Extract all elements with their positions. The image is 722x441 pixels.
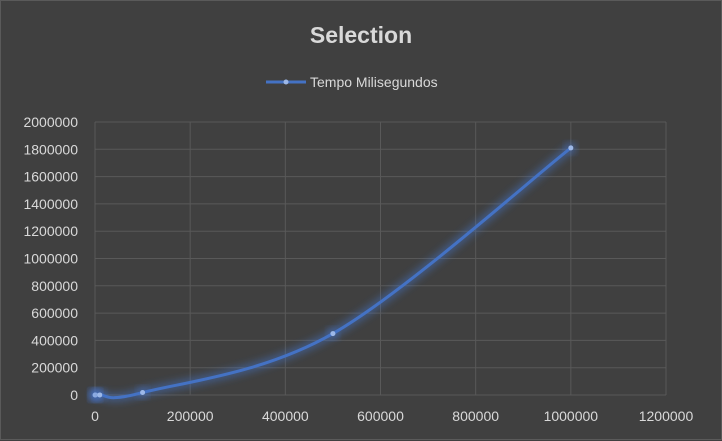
- x-tick-label: 600000: [357, 408, 404, 424]
- y-tick-label: 400000: [31, 332, 78, 348]
- x-tick-label: 200000: [167, 408, 214, 424]
- data-point: [330, 331, 336, 337]
- y-tick-label: 1200000: [23, 223, 78, 239]
- y-tick-label: 200000: [31, 360, 78, 376]
- data-point: [568, 145, 574, 151]
- data-point: [140, 390, 146, 396]
- legend-point-marker: [283, 79, 289, 85]
- legend-entry: Tempo Milisegundos: [310, 74, 438, 90]
- x-tick-label: 0: [91, 408, 99, 424]
- x-tick-label: 800000: [452, 408, 499, 424]
- series-line: [93, 146, 573, 400]
- series-line-glow: [90, 144, 574, 402]
- y-tick-label: 0: [70, 387, 78, 403]
- y-tick-label: 1600000: [23, 169, 78, 185]
- x-tick-label: 1200000: [639, 408, 694, 424]
- y-tick-label: 600000: [31, 305, 78, 321]
- x-tick-label: 1000000: [544, 408, 599, 424]
- y-tick-label: 1400000: [23, 196, 78, 212]
- grid: [94, 121, 667, 396]
- chart-title: Selection: [310, 22, 412, 48]
- x-tick-label: 400000: [262, 408, 309, 424]
- x-axis-ticks: 0 200000 400000 600000 800000 1000000 1200000: [91, 408, 693, 424]
- y-tick-label: 1800000: [23, 141, 78, 157]
- legend: Tempo Milisegundos: [266, 74, 438, 90]
- series-tempo-milisegundos: [89, 141, 577, 402]
- y-tick-label: 2000000: [23, 114, 78, 130]
- y-tick-label: 800000: [31, 278, 78, 294]
- data-point: [97, 392, 103, 398]
- y-axis-ticks: 0 200000 400000 600000 800000 1000000 1200000 1…: [23, 114, 78, 403]
- y-tick-label: 1000000: [23, 251, 78, 267]
